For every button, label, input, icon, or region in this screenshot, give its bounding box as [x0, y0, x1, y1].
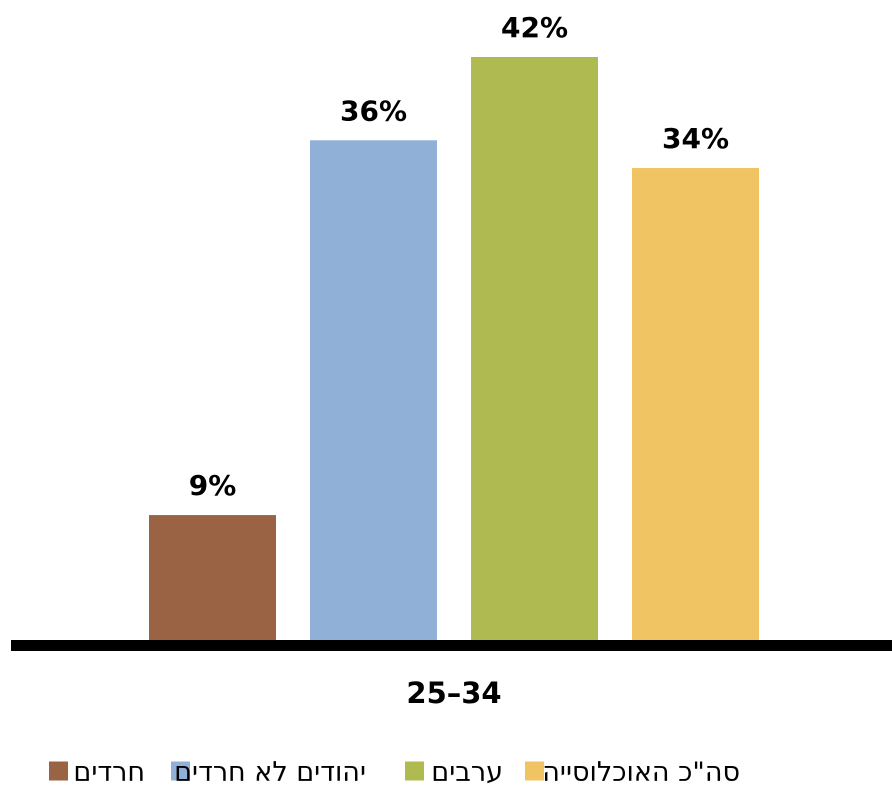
legend-swatch [171, 761, 190, 781]
data-label: 36% [340, 94, 407, 127]
data-label: 42% [501, 11, 568, 44]
category-label: 25–34 [406, 676, 501, 710]
legend-label: חרדים [73, 757, 145, 785]
legend-swatch [525, 761, 544, 781]
data-label: 34% [662, 122, 729, 155]
legend-swatch [49, 761, 68, 781]
bar-3 [471, 57, 598, 640]
bar-4 [632, 168, 759, 641]
bar-1 [149, 515, 276, 640]
data-labels-layer: 9% 36% 42% 34% [189, 11, 729, 502]
x-axis-line [11, 640, 892, 651]
legend-swatch [405, 761, 424, 781]
legend-label: יהודים לא חרדים [174, 757, 366, 785]
legend: חרדים יהודים לא חרדים ערבים סה"כ האוכלוסייה [49, 757, 740, 785]
bars-layer [149, 57, 759, 641]
bar-2 [310, 140, 437, 641]
legend-label: ערבים [431, 757, 503, 785]
data-label: 9% [189, 469, 237, 502]
legend-label: סה"כ האוכלוסייה [542, 757, 740, 785]
